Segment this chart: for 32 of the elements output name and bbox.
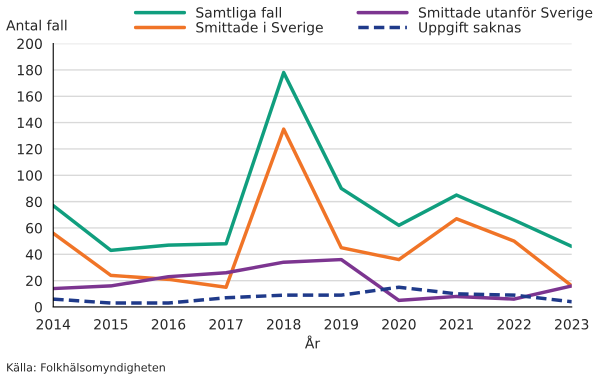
x-tick-label: 2021 [440, 319, 473, 330]
x-tick-label: 2020 [382, 319, 416, 330]
legend-label: Samtliga fall [196, 6, 281, 20]
legend-label: Smittade i Sverige [196, 22, 323, 36]
y-tick-label: 160 [18, 91, 42, 102]
y-tick-label: 20 [26, 276, 42, 286]
text: Källa: Folkhälsomyndigheten [7, 362, 165, 374]
x-tick-label: 2019 [324, 319, 358, 330]
y-tick-label: 60 [26, 222, 42, 234]
line-series [53, 70, 572, 252]
y-tick-label: 120 [18, 144, 42, 154]
y-tick-label: 40 [26, 249, 42, 260]
line-series [53, 286, 572, 305]
line-series [53, 258, 572, 302]
x-tick-label: 2022 [497, 319, 530, 330]
y-tick-label: 0 [34, 302, 42, 312]
legend-label: Uppgift saknas [419, 22, 521, 36]
y-tick-label: 100 [18, 170, 42, 181]
x-tick-label: 2016 [152, 319, 186, 330]
x-tick-label: 2023 [555, 319, 588, 330]
x-tick-label: 2018 [267, 319, 300, 330]
y-tick-label: 80 [26, 196, 42, 208]
y-axis-title: Antal fall [6, 20, 66, 31]
line-series [53, 127, 572, 289]
x-tick-label: 2015 [94, 319, 128, 330]
x-tick-label: 2017 [209, 319, 243, 330]
legend-label: Smittade utanför Sverige [418, 6, 592, 20]
y-tick-label: 180 [18, 64, 42, 76]
x-tick-label: 2014 [36, 319, 70, 330]
y-tick-label: 200 [17, 38, 42, 50]
y-tick-label: 140 [18, 118, 42, 128]
x-axis-title: År [304, 335, 320, 348]
